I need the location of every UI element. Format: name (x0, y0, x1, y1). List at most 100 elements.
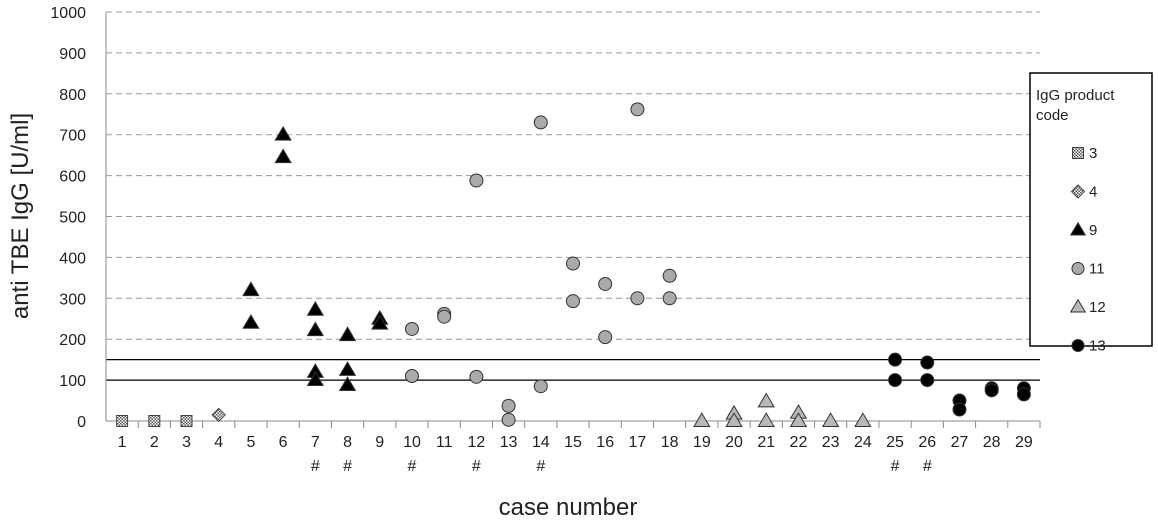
legend-marker-13 (1071, 339, 1085, 352)
data-point-series-13 (1016, 387, 1031, 402)
x-tick-label: 18 (661, 434, 679, 451)
data-point-series-3 (180, 415, 193, 427)
data-point-series-11 (404, 321, 419, 336)
legend-label-12: 12 (1089, 299, 1106, 316)
x-tick-label: 20 (725, 434, 743, 451)
x-tick-label: 10 (403, 434, 421, 451)
y-tick-label: 900 (59, 46, 86, 63)
data-point-series-11 (501, 398, 516, 413)
y-tick-label: 700 (59, 128, 86, 145)
x-tick-label: 26 (918, 434, 936, 451)
data-point-series-9 (338, 326, 357, 342)
x-tick-labels: 1 2 3 4 5 6 7 8 9 10 11 12 13 14 15 16 17 18 19 20 21 22 23 24 2… (118, 421, 1041, 451)
hash-mark: # (343, 458, 352, 475)
data-point-series-11 (501, 412, 516, 427)
x-tick-label: 1 (118, 434, 127, 451)
data-point-series-12 (821, 412, 840, 427)
y-tick-label: 1000 (50, 5, 86, 22)
x-axis-title: case number (499, 494, 638, 521)
legend: IgG product code 3 4 9 11 12 13 (1029, 72, 1153, 355)
x-tick-label: 3 (182, 434, 191, 451)
x-tick-label: 6 (279, 434, 288, 451)
x-tick-label: 13 (500, 434, 518, 451)
hash-marks: # # # # # # # (311, 458, 932, 475)
data-point-series-4 (211, 407, 226, 423)
x-tick-label: 11 (436, 434, 453, 451)
x-tick-label: 21 (757, 434, 775, 451)
legend-items: 3 4 9 11 12 13 (1069, 145, 1106, 355)
data-point-series-13 (888, 352, 903, 367)
data-point-series-9 (306, 321, 325, 337)
x-tick-label: 24 (854, 434, 872, 451)
y-tick-labels: 0 100 200 300 400 500 600 700 800 900 1000 (50, 5, 86, 431)
legend-label-9: 9 (1089, 222, 1097, 239)
data-point-series-12 (854, 412, 872, 427)
data-point-series-9 (242, 314, 260, 329)
data-point-series-12 (789, 412, 808, 427)
data-point-series-9 (338, 361, 357, 376)
y-axis-title: anti TBE IgG [U/ml] (7, 113, 34, 319)
data-point-series-9 (338, 376, 357, 391)
legend-marker-11 (1071, 262, 1085, 275)
y-tick-label: 500 (59, 210, 86, 227)
legend-label-3: 3 (1089, 145, 1097, 162)
axes (105, 12, 1040, 422)
x-tick-label: 22 (790, 434, 808, 451)
data-point-series-11 (437, 309, 452, 324)
legend-title: IgG product code (1036, 87, 1119, 124)
x-tick-label: 15 (564, 434, 582, 451)
data-point-series-11 (598, 276, 613, 291)
legend-marker-3 (1072, 147, 1084, 159)
x-tick-label: 2 (150, 434, 159, 451)
data-point-series-13 (952, 402, 967, 417)
data-point-series-11 (469, 173, 484, 188)
legend-box (1029, 72, 1153, 347)
legend-label-11: 11 (1089, 261, 1105, 278)
data-point-series-12 (757, 392, 775, 408)
x-tick-label: 12 (467, 434, 485, 451)
x-tick-label: 4 (214, 434, 223, 451)
data-point-series-3 (116, 415, 129, 427)
data-point-series-11 (630, 102, 645, 117)
x-tick-label: 29 (1015, 434, 1033, 451)
data-point-series-13 (920, 373, 935, 388)
x-tick-label: 8 (343, 434, 352, 451)
y-tick-label: 100 (59, 373, 86, 390)
data-point-series-9 (306, 371, 325, 387)
x-tick-label: 28 (983, 434, 1001, 451)
hash-mark: # (891, 458, 900, 475)
data-point-series-13 (984, 383, 999, 398)
legend-label-13: 13 (1089, 338, 1106, 355)
y-tick-label: 600 (59, 169, 86, 186)
data-point-series-12 (725, 412, 743, 427)
data-point-series-11 (566, 294, 580, 309)
x-tick-label: 5 (246, 434, 255, 451)
data-point-series-11 (533, 115, 548, 130)
hash-mark: # (923, 458, 932, 475)
x-tick-label: 27 (951, 434, 969, 451)
y-tick-label: 200 (59, 332, 86, 349)
data-point-series-3 (148, 415, 161, 427)
data-point-series-11 (566, 256, 580, 271)
x-tick-label: 14 (532, 434, 550, 451)
hash-mark: # (472, 458, 481, 475)
legend-label-4: 4 (1089, 184, 1097, 201)
hash-mark: # (408, 458, 417, 475)
data-point-series-11 (533, 379, 548, 394)
data-point-series-11 (630, 291, 645, 306)
data-point-series-12 (693, 412, 711, 427)
data-point-series-13 (888, 373, 903, 388)
x-tick-label: 25 (886, 434, 904, 451)
x-tick-label: 16 (596, 434, 614, 451)
data-point-series-11 (598, 330, 613, 345)
data-point-series-11 (404, 369, 419, 384)
x-tick-label: 9 (375, 434, 384, 451)
legend-marker-12 (1069, 298, 1087, 313)
legend-marker-4 (1070, 184, 1086, 199)
data-point-series-12 (757, 412, 775, 427)
hash-mark: # (536, 458, 545, 475)
x-tick-label: 17 (629, 434, 647, 451)
data-point-series-11 (662, 268, 677, 283)
x-tick-label: 7 (311, 434, 320, 451)
